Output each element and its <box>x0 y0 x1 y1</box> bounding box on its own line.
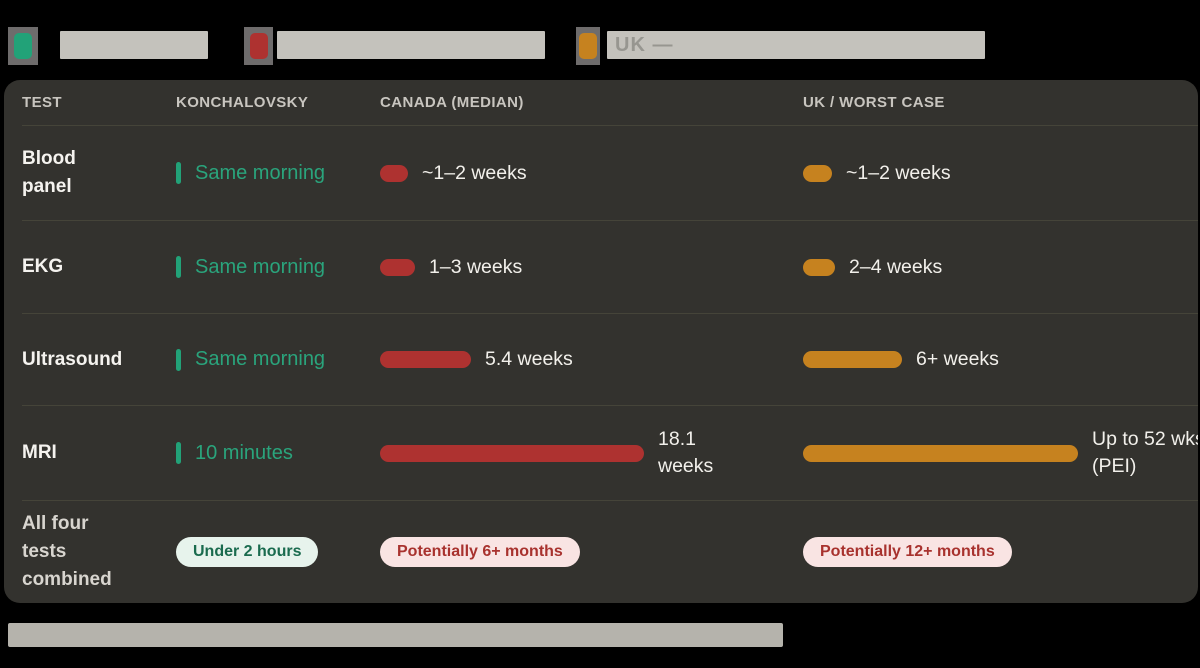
summary-pill: Potentially 12+ months <box>803 537 1012 567</box>
value-cell: Potentially 12+ months <box>803 537 1198 567</box>
duration-bar <box>803 351 902 368</box>
duration-bar <box>380 444 644 462</box>
legend-swatch-canada-icon <box>249 33 268 59</box>
value-cell: Same morning <box>176 256 380 279</box>
duration-bar <box>380 258 415 276</box>
header-canada: CANADA (MEDIAN) <box>380 94 524 111</box>
legend-swatch-konchalovsky-icon <box>14 33 32 59</box>
table-header-row: TEST KONCHALOVSKY CANADA (MEDIAN) UK / W… <box>22 80 1198 125</box>
test-cell: Blood panel <box>22 145 176 201</box>
value-cell: Potentially 6+ months <box>380 537 803 567</box>
redacted-legend-label-3: UK — <box>607 31 985 59</box>
legend-item-konchalovsky <box>8 27 38 65</box>
redacted-legend-label-2 <box>277 31 545 59</box>
duration-tick-icon <box>176 162 181 184</box>
test-name: MRI <box>22 442 57 463</box>
value-cell: 5.4 weeks <box>380 346 803 373</box>
test-cell: All four tests combined <box>22 510 176 594</box>
wait-time-value: Same morning <box>195 255 326 278</box>
header-konchalovsky: KONCHALOVSKY <box>176 94 309 111</box>
value-cell: 10 minutes <box>176 442 380 465</box>
table-row: EKG Same morning 1–3 weeks 2–4 weeks <box>22 220 1198 313</box>
summary-pill: Potentially 6+ months <box>380 537 580 567</box>
wait-time-value: 5.4 weeks <box>485 348 573 370</box>
value-cell: 18.1 weeks <box>380 426 803 480</box>
wait-time-value: ~1–2 weeks <box>846 161 951 184</box>
summary-pill: Under 2 hours <box>176 537 319 567</box>
test-cell: Ultrasound <box>22 346 176 374</box>
legend-swatch-uk-icon <box>579 33 597 59</box>
value-cell: Up to 52 wks (PEI) <box>803 426 1198 480</box>
header-uk: UK / WORST CASE <box>803 94 945 111</box>
table-body: Blood panel Same morning ~1–2 weeks ~1–2 wee… <box>22 125 1198 603</box>
ghost-text-uk: UK — <box>615 33 674 56</box>
wait-time-value: Up to 52 wks (PEI) <box>1092 428 1198 477</box>
wait-time-value: 6+ weeks <box>916 348 999 370</box>
table-row: Blood panel Same morning ~1–2 weeks ~1–2 wee… <box>22 125 1198 220</box>
wait-time-value: 1–3 weeks <box>429 255 523 278</box>
value-cell: Under 2 hours <box>176 537 380 567</box>
duration-bar <box>380 164 408 182</box>
value-cell: 2–4 weeks <box>803 254 1198 281</box>
test-name: EKG <box>22 256 64 277</box>
value-cell: 6+ weeks <box>803 346 1198 373</box>
wait-time-value: Same morning <box>195 348 326 370</box>
test-name: All four tests combined <box>22 513 112 590</box>
header-test: TEST <box>22 94 62 111</box>
value-cell: Same morning <box>176 348 380 371</box>
duration-bar <box>803 444 1078 462</box>
wait-time-value: Same morning <box>195 161 326 184</box>
test-cell: EKG <box>22 253 176 281</box>
wait-time-value: 10 minutes <box>195 441 293 464</box>
value-cell: 1–3 weeks <box>380 254 803 281</box>
duration-tick-icon <box>176 348 181 371</box>
table-row: MRI 10 minutes 18.1 weeks Up to 52 wks (PEI) <box>22 405 1198 500</box>
legend-item-uk <box>576 27 600 65</box>
value-cell: ~1–2 weeks <box>380 160 803 187</box>
duration-tick-icon <box>176 256 181 278</box>
test-name: Blood panel <box>22 148 76 197</box>
wait-time-value: 18.1 weeks <box>658 428 714 477</box>
table-row: All four tests combined Under 2 hours Potent… <box>22 500 1198 603</box>
wait-times-table: TEST KONCHALOVSKY CANADA (MEDIAN) UK / W… <box>4 80 1198 603</box>
duration-tick-icon <box>176 442 181 464</box>
duration-bar <box>380 351 471 368</box>
table-row: Ultrasound Same morning 5.4 weeks 6+ weeks <box>22 313 1198 405</box>
duration-bar <box>803 164 832 182</box>
wait-time-value: ~1–2 weeks <box>422 161 527 184</box>
test-name: Ultrasound <box>22 348 123 370</box>
redacted-footer-caption <box>8 623 783 647</box>
legend-item-canada <box>244 27 273 65</box>
redacted-legend-label-1 <box>60 31 208 59</box>
test-cell: MRI <box>22 439 176 467</box>
duration-bar <box>803 258 835 276</box>
value-cell: Same morning <box>176 162 380 185</box>
wait-time-value: 2–4 weeks <box>849 255 943 278</box>
value-cell: ~1–2 weeks <box>803 160 1198 187</box>
